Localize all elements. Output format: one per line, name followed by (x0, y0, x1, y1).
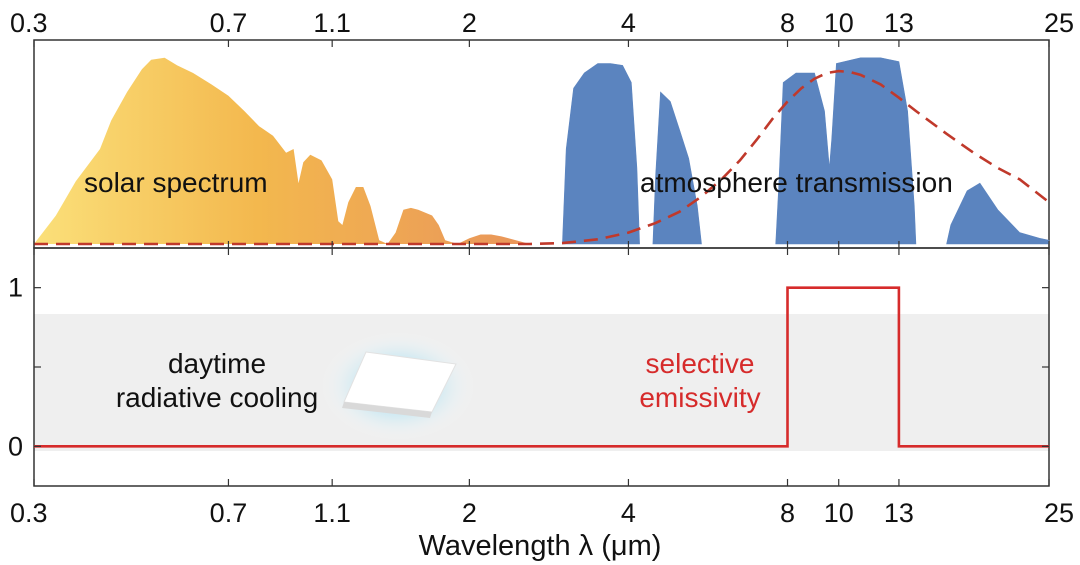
atmosphere-transmission-area (562, 57, 1050, 245)
x-axis-title: Wavelength λ (μm) (419, 530, 662, 562)
atmosphere-band-1 (562, 63, 640, 245)
bottom-tick-label: 13 (884, 498, 914, 528)
bottom-panel-band (34, 314, 1049, 451)
atmosphere-transmission-label: atmosphere transmission (640, 167, 953, 198)
atmosphere-band-4 (946, 182, 1050, 245)
blackbody-dashed-curve (34, 69, 1050, 246)
bottom-tick-label: 2 (462, 498, 477, 528)
top-tick-label: 10 (824, 8, 854, 38)
daytime-cooling-label-line2: radiative cooling (116, 382, 318, 413)
emissivity-step-path (34, 286, 1049, 448)
top-tick-label: 25 (1044, 8, 1074, 38)
solar-spectrum-area (34, 57, 530, 244)
daytime-cooling-label-line1: daytime (168, 348, 266, 379)
top-tick-label: 4 (621, 8, 636, 38)
bottom-tick-label: 10 (824, 498, 854, 528)
top-x-tick-labels: 0.3 0.7 1.1 2 4 8 10 13 25 (10, 8, 1074, 38)
top-tick-label: 8 (780, 8, 795, 38)
selective-emissivity-line (34, 286, 1049, 448)
bottom-tick-label: 1.1 (313, 498, 351, 528)
x-tick-marks (33, 40, 1050, 486)
bottom-tick-label: 4 (621, 498, 636, 528)
selective-emissivity-label-line2: emissivity (639, 382, 760, 413)
bottom-tick-label: 0.7 (210, 498, 248, 528)
bottom-x-tick-labels: 0.3 0.7 1.1 2 4 8 10 13 25 (10, 498, 1074, 528)
top-tick-label: 13 (884, 8, 914, 38)
cooling-panel-icon (320, 331, 476, 441)
blackbody-curve-path (34, 69, 1050, 246)
top-tick-label: 0.3 (10, 8, 48, 38)
y-axis-ticks: 01 (8, 273, 1049, 461)
solar-spectrum-fill (34, 57, 530, 244)
top-tick-label: 0.7 (210, 8, 248, 38)
atmosphere-band-3 (775, 57, 917, 245)
y-tick-label: 1 (8, 273, 23, 303)
y-tick-label: 0 (8, 431, 23, 461)
bottom-tick-label: 0.3 (10, 498, 48, 528)
top-tick-label: 1.1 (313, 8, 351, 38)
top-tick-label: 2 (462, 8, 477, 38)
solar-spectrum-label: solar spectrum (84, 167, 268, 198)
selective-emissivity-label-line1: selective (646, 348, 755, 379)
bottom-tick-label: 8 (780, 498, 795, 528)
bottom-tick-label: 25 (1044, 498, 1074, 528)
